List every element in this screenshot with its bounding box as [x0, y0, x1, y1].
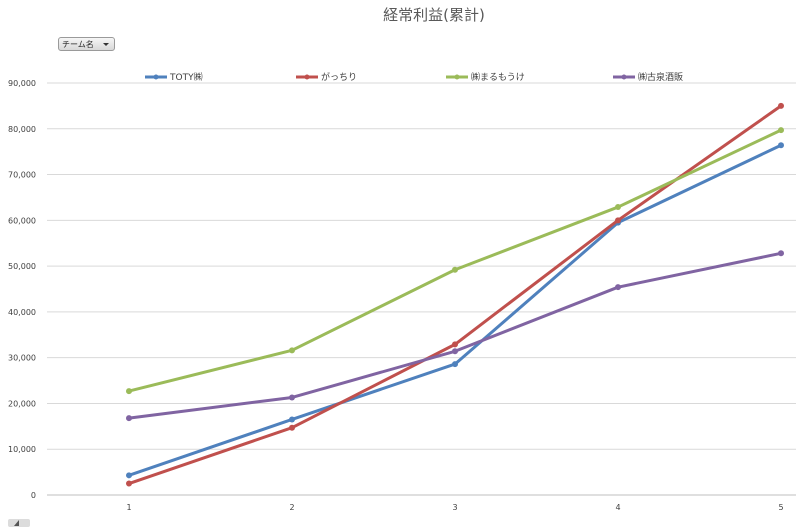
data-point [615, 204, 621, 211]
data-point [615, 284, 621, 291]
legend-label: ㈱まるもうけ [471, 71, 525, 83]
x-tick-label: 1 [126, 503, 131, 512]
series-line [127, 143, 783, 477]
data-point [289, 416, 295, 423]
series-line [127, 104, 783, 486]
triangle-icon [14, 520, 19, 526]
series [126, 142, 784, 479]
dropdown-arrow-icon [103, 43, 109, 46]
data-point [126, 415, 132, 422]
data-point [289, 394, 295, 401]
series [126, 127, 784, 395]
data-point [452, 348, 458, 355]
legend-swatch-marker [621, 74, 627, 80]
data-point [126, 388, 132, 395]
data-point [778, 102, 784, 109]
legend: TOTY㈱ がっちり ㈱まるもうけ ㈱古泉酒販 [145, 71, 683, 83]
legend-swatch-marker [153, 74, 159, 80]
y-tick-label: 50,000 [8, 262, 36, 271]
data-point [452, 361, 458, 368]
series [126, 250, 784, 422]
x-tick-label: 3 [452, 503, 457, 512]
legend-entry: ㈱まるもうけ [446, 71, 525, 83]
legend-entry: TOTY㈱ [145, 71, 203, 83]
y-tick-label: 40,000 [8, 308, 36, 317]
field-list-toggle-button[interactable] [8, 519, 30, 527]
legend-label: ㈱古泉酒販 [638, 71, 683, 83]
x-tick-label: 4 [615, 503, 620, 512]
data-point [778, 142, 784, 149]
legend-entry: がっちり [296, 71, 357, 83]
y-tick-label: 70,000 [8, 171, 36, 180]
data-point [452, 341, 458, 348]
y-tick-label: 80,000 [8, 125, 36, 134]
legend-swatch-marker [454, 74, 460, 80]
data-point [615, 217, 621, 224]
series [126, 102, 784, 487]
x-tick-label: 5 [778, 503, 783, 512]
series-group [126, 102, 784, 487]
gridlines [47, 82, 796, 496]
chart-title: 経常利益(累計) [383, 6, 485, 24]
series-line [127, 251, 783, 420]
y-tick-label: 0 [31, 491, 36, 500]
legend-entry: ㈱古泉酒販 [613, 71, 683, 83]
data-point [126, 480, 132, 487]
y-tick-label: 10,000 [8, 445, 36, 454]
data-point [778, 250, 784, 257]
data-point [452, 266, 458, 273]
team-name-filter-button[interactable]: チーム名 [58, 37, 115, 51]
x-tick-label: 2 [289, 503, 294, 512]
legend-label: TOTY㈱ [169, 71, 203, 83]
y-tick-label: 90,000 [8, 79, 36, 88]
legend-label: がっちり [321, 71, 357, 83]
y-axis: 0 10,000 20,000 30,000 40,000 50,000 60,000 70,… [8, 79, 36, 500]
data-point [289, 347, 295, 354]
filter-button-label: チーム名 [62, 40, 94, 49]
data-point [778, 127, 784, 134]
legend-swatch-marker [304, 74, 310, 80]
x-axis: 1 2 3 4 5 [126, 503, 783, 512]
data-point [289, 424, 295, 431]
y-tick-label: 60,000 [8, 216, 36, 225]
y-tick-label: 30,000 [8, 354, 36, 363]
data-point [126, 472, 132, 479]
y-tick-label: 20,000 [8, 399, 36, 408]
